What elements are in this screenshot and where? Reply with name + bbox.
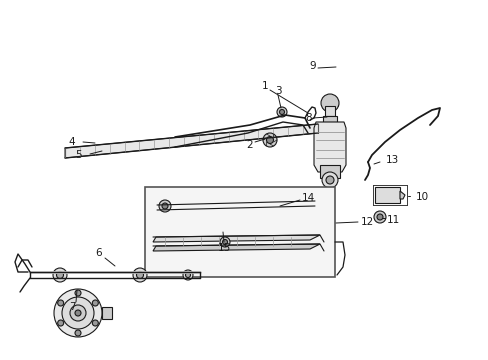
Text: 15: 15 <box>217 243 230 253</box>
Text: 11: 11 <box>386 215 399 225</box>
Text: 3: 3 <box>274 86 281 96</box>
Polygon shape <box>323 116 336 122</box>
Circle shape <box>75 330 81 336</box>
Polygon shape <box>325 106 334 116</box>
Polygon shape <box>313 122 346 172</box>
Text: 13: 13 <box>385 155 398 165</box>
Text: 5: 5 <box>76 150 82 160</box>
Text: 2: 2 <box>246 140 253 150</box>
Circle shape <box>376 214 382 220</box>
Circle shape <box>75 310 81 316</box>
Circle shape <box>57 271 63 279</box>
Circle shape <box>276 107 286 117</box>
Circle shape <box>62 297 94 329</box>
Polygon shape <box>319 165 339 178</box>
Circle shape <box>58 320 63 326</box>
Circle shape <box>222 239 227 244</box>
Polygon shape <box>102 307 112 319</box>
Polygon shape <box>399 191 404 199</box>
Circle shape <box>263 133 276 147</box>
Text: 7: 7 <box>68 302 75 312</box>
Polygon shape <box>374 187 399 203</box>
Circle shape <box>133 268 147 282</box>
Polygon shape <box>65 124 317 158</box>
Bar <box>145 187 334 277</box>
Polygon shape <box>321 100 337 106</box>
Circle shape <box>136 271 143 279</box>
Circle shape <box>220 237 229 247</box>
Text: 8: 8 <box>305 113 312 123</box>
Circle shape <box>162 203 168 209</box>
Circle shape <box>185 273 190 278</box>
Text: 4: 4 <box>68 137 75 147</box>
Text: 10: 10 <box>415 192 427 202</box>
Circle shape <box>373 211 385 223</box>
Polygon shape <box>153 244 319 251</box>
Circle shape <box>54 289 102 337</box>
Circle shape <box>70 305 86 321</box>
Circle shape <box>325 176 333 184</box>
Text: 6: 6 <box>96 248 102 258</box>
Circle shape <box>92 300 98 306</box>
Circle shape <box>159 200 171 212</box>
Circle shape <box>266 136 273 144</box>
Polygon shape <box>153 235 319 242</box>
Circle shape <box>183 270 193 280</box>
Circle shape <box>321 172 337 188</box>
Text: 14: 14 <box>301 193 314 203</box>
Circle shape <box>75 290 81 296</box>
Circle shape <box>53 268 67 282</box>
Text: 12: 12 <box>360 217 373 227</box>
Circle shape <box>92 320 98 326</box>
Text: 1: 1 <box>261 81 268 91</box>
Text: 9: 9 <box>309 61 316 71</box>
Circle shape <box>279 109 284 114</box>
Circle shape <box>320 94 338 112</box>
Circle shape <box>58 300 63 306</box>
